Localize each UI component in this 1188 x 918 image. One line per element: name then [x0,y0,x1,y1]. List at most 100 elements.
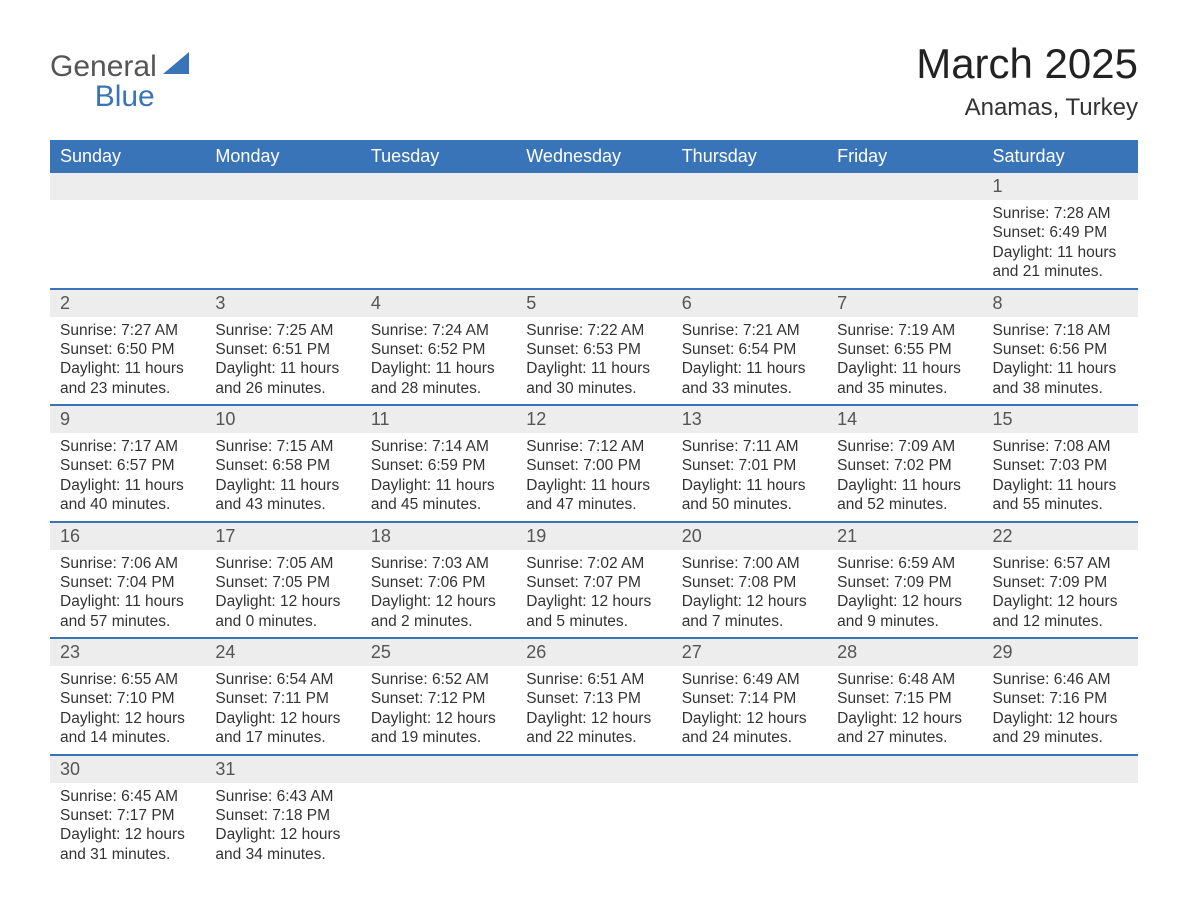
daylight-line: Daylight: 11 hours and 43 minutes. [215,476,350,515]
day-details: Sunrise: 6:45 AMSunset: 7:17 PMDaylight:… [50,783,205,871]
daylight-line: Daylight: 12 hours and 22 minutes. [526,709,661,748]
day-details [827,200,982,280]
daylight-line: Daylight: 11 hours and 45 minutes. [371,476,506,515]
day-details: Sunrise: 7:14 AMSunset: 6:59 PMDaylight:… [361,433,516,521]
day-number: 6 [672,290,827,317]
day-number: 11 [361,406,516,433]
sunset-line: Sunset: 6:58 PM [215,456,350,475]
sunset-line: Sunset: 7:09 PM [993,573,1128,592]
sunset-line: Sunset: 6:53 PM [526,340,661,359]
day-details: Sunrise: 7:09 AMSunset: 7:02 PMDaylight:… [827,433,982,521]
calendar-cell: 4Sunrise: 7:24 AMSunset: 6:52 PMDaylight… [361,289,516,406]
calendar-cell: 25Sunrise: 6:52 AMSunset: 7:12 PMDayligh… [361,638,516,755]
calendar-cell: 29Sunrise: 6:46 AMSunset: 7:16 PMDayligh… [983,638,1138,755]
daylight-line: Daylight: 12 hours and 7 minutes. [682,592,817,631]
day-details [827,783,982,863]
day-number [672,173,827,200]
daylight-line: Daylight: 11 hours and 23 minutes. [60,359,195,398]
day-details: Sunrise: 7:28 AMSunset: 6:49 PMDaylight:… [983,200,1138,288]
month-title: March 2025 [916,40,1138,88]
day-number: 23 [50,639,205,666]
day-number [983,756,1138,783]
sunrise-line: Sunrise: 6:46 AM [993,670,1128,689]
sunrise-line: Sunrise: 6:57 AM [993,554,1128,573]
calendar-cell [827,173,982,289]
sunset-line: Sunset: 7:06 PM [371,573,506,592]
sunset-line: Sunset: 7:05 PM [215,573,350,592]
sunset-line: Sunset: 6:50 PM [60,340,195,359]
calendar-cell: 14Sunrise: 7:09 AMSunset: 7:02 PMDayligh… [827,405,982,522]
day-details [672,200,827,280]
calendar-cell: 8Sunrise: 7:18 AMSunset: 6:56 PMDaylight… [983,289,1138,406]
sunrise-line: Sunrise: 7:17 AM [60,437,195,456]
day-number [827,173,982,200]
sunrise-line: Sunrise: 6:43 AM [215,787,350,806]
day-details [672,783,827,863]
daylight-line: Daylight: 11 hours and 52 minutes. [837,476,972,515]
calendar-cell: 5Sunrise: 7:22 AMSunset: 6:53 PMDaylight… [516,289,671,406]
title-block: March 2025 Anamas, Turkey [916,40,1138,122]
calendar-cell: 19Sunrise: 7:02 AMSunset: 7:07 PMDayligh… [516,522,671,639]
sunrise-line: Sunrise: 6:51 AM [526,670,661,689]
sunset-line: Sunset: 6:55 PM [837,340,972,359]
day-details: Sunrise: 6:54 AMSunset: 7:11 PMDaylight:… [205,666,360,754]
calendar-cell [672,173,827,289]
sunset-line: Sunset: 6:49 PM [993,223,1128,242]
daylight-line: Daylight: 12 hours and 29 minutes. [993,709,1128,748]
day-details [50,200,205,280]
day-details: Sunrise: 7:24 AMSunset: 6:52 PMDaylight:… [361,317,516,405]
sunrise-line: Sunrise: 7:18 AM [993,321,1128,340]
sunset-line: Sunset: 6:56 PM [993,340,1128,359]
day-number: 15 [983,406,1138,433]
daylight-line: Daylight: 12 hours and 24 minutes. [682,709,817,748]
calendar-cell: 20Sunrise: 7:00 AMSunset: 7:08 PMDayligh… [672,522,827,639]
calendar-cell: 27Sunrise: 6:49 AMSunset: 7:14 PMDayligh… [672,638,827,755]
day-number [361,756,516,783]
day-header: Sunday [50,140,205,173]
day-number: 2 [50,290,205,317]
day-header: Tuesday [361,140,516,173]
daylight-line: Daylight: 12 hours and 17 minutes. [215,709,350,748]
day-header: Wednesday [516,140,671,173]
day-details: Sunrise: 6:55 AMSunset: 7:10 PMDaylight:… [50,666,205,754]
day-details: Sunrise: 7:25 AMSunset: 6:51 PMDaylight:… [205,317,360,405]
sunset-line: Sunset: 7:03 PM [993,456,1128,475]
day-number: 28 [827,639,982,666]
brand-word-2: Blue [50,82,157,112]
day-number: 12 [516,406,671,433]
sunset-line: Sunset: 6:57 PM [60,456,195,475]
day-details: Sunrise: 7:27 AMSunset: 6:50 PMDaylight:… [50,317,205,405]
day-number: 29 [983,639,1138,666]
daylight-line: Daylight: 12 hours and 5 minutes. [526,592,661,631]
day-number: 5 [516,290,671,317]
sunrise-line: Sunrise: 7:03 AM [371,554,506,573]
sunrise-line: Sunrise: 7:24 AM [371,321,506,340]
day-number [827,756,982,783]
day-number [50,173,205,200]
calendar-cell: 26Sunrise: 6:51 AMSunset: 7:13 PMDayligh… [516,638,671,755]
day-details: Sunrise: 7:15 AMSunset: 6:58 PMDaylight:… [205,433,360,521]
sunset-line: Sunset: 7:02 PM [837,456,972,475]
sunset-line: Sunset: 6:52 PM [371,340,506,359]
sunrise-line: Sunrise: 7:09 AM [837,437,972,456]
day-details: Sunrise: 7:06 AMSunset: 7:04 PMDaylight:… [50,550,205,638]
daylight-line: Daylight: 11 hours and 33 minutes. [682,359,817,398]
sunrise-line: Sunrise: 6:45 AM [60,787,195,806]
brand-word-1: General [50,50,157,83]
day-details: Sunrise: 6:51 AMSunset: 7:13 PMDaylight:… [516,666,671,754]
sunset-line: Sunset: 6:54 PM [682,340,817,359]
day-number: 25 [361,639,516,666]
calendar-head: SundayMondayTuesdayWednesdayThursdayFrid… [50,140,1138,173]
day-number: 9 [50,406,205,433]
calendar-body: 1Sunrise: 7:28 AMSunset: 6:49 PMDaylight… [50,173,1138,870]
sunrise-line: Sunrise: 6:49 AM [682,670,817,689]
sunrise-line: Sunrise: 7:12 AM [526,437,661,456]
day-number: 18 [361,523,516,550]
day-number: 3 [205,290,360,317]
calendar-cell: 6Sunrise: 7:21 AMSunset: 6:54 PMDaylight… [672,289,827,406]
calendar-cell: 16Sunrise: 7:06 AMSunset: 7:04 PMDayligh… [50,522,205,639]
day-number: 16 [50,523,205,550]
daylight-line: Daylight: 12 hours and 19 minutes. [371,709,506,748]
calendar-cell: 1Sunrise: 7:28 AMSunset: 6:49 PMDaylight… [983,173,1138,289]
sunset-line: Sunset: 7:11 PM [215,689,350,708]
